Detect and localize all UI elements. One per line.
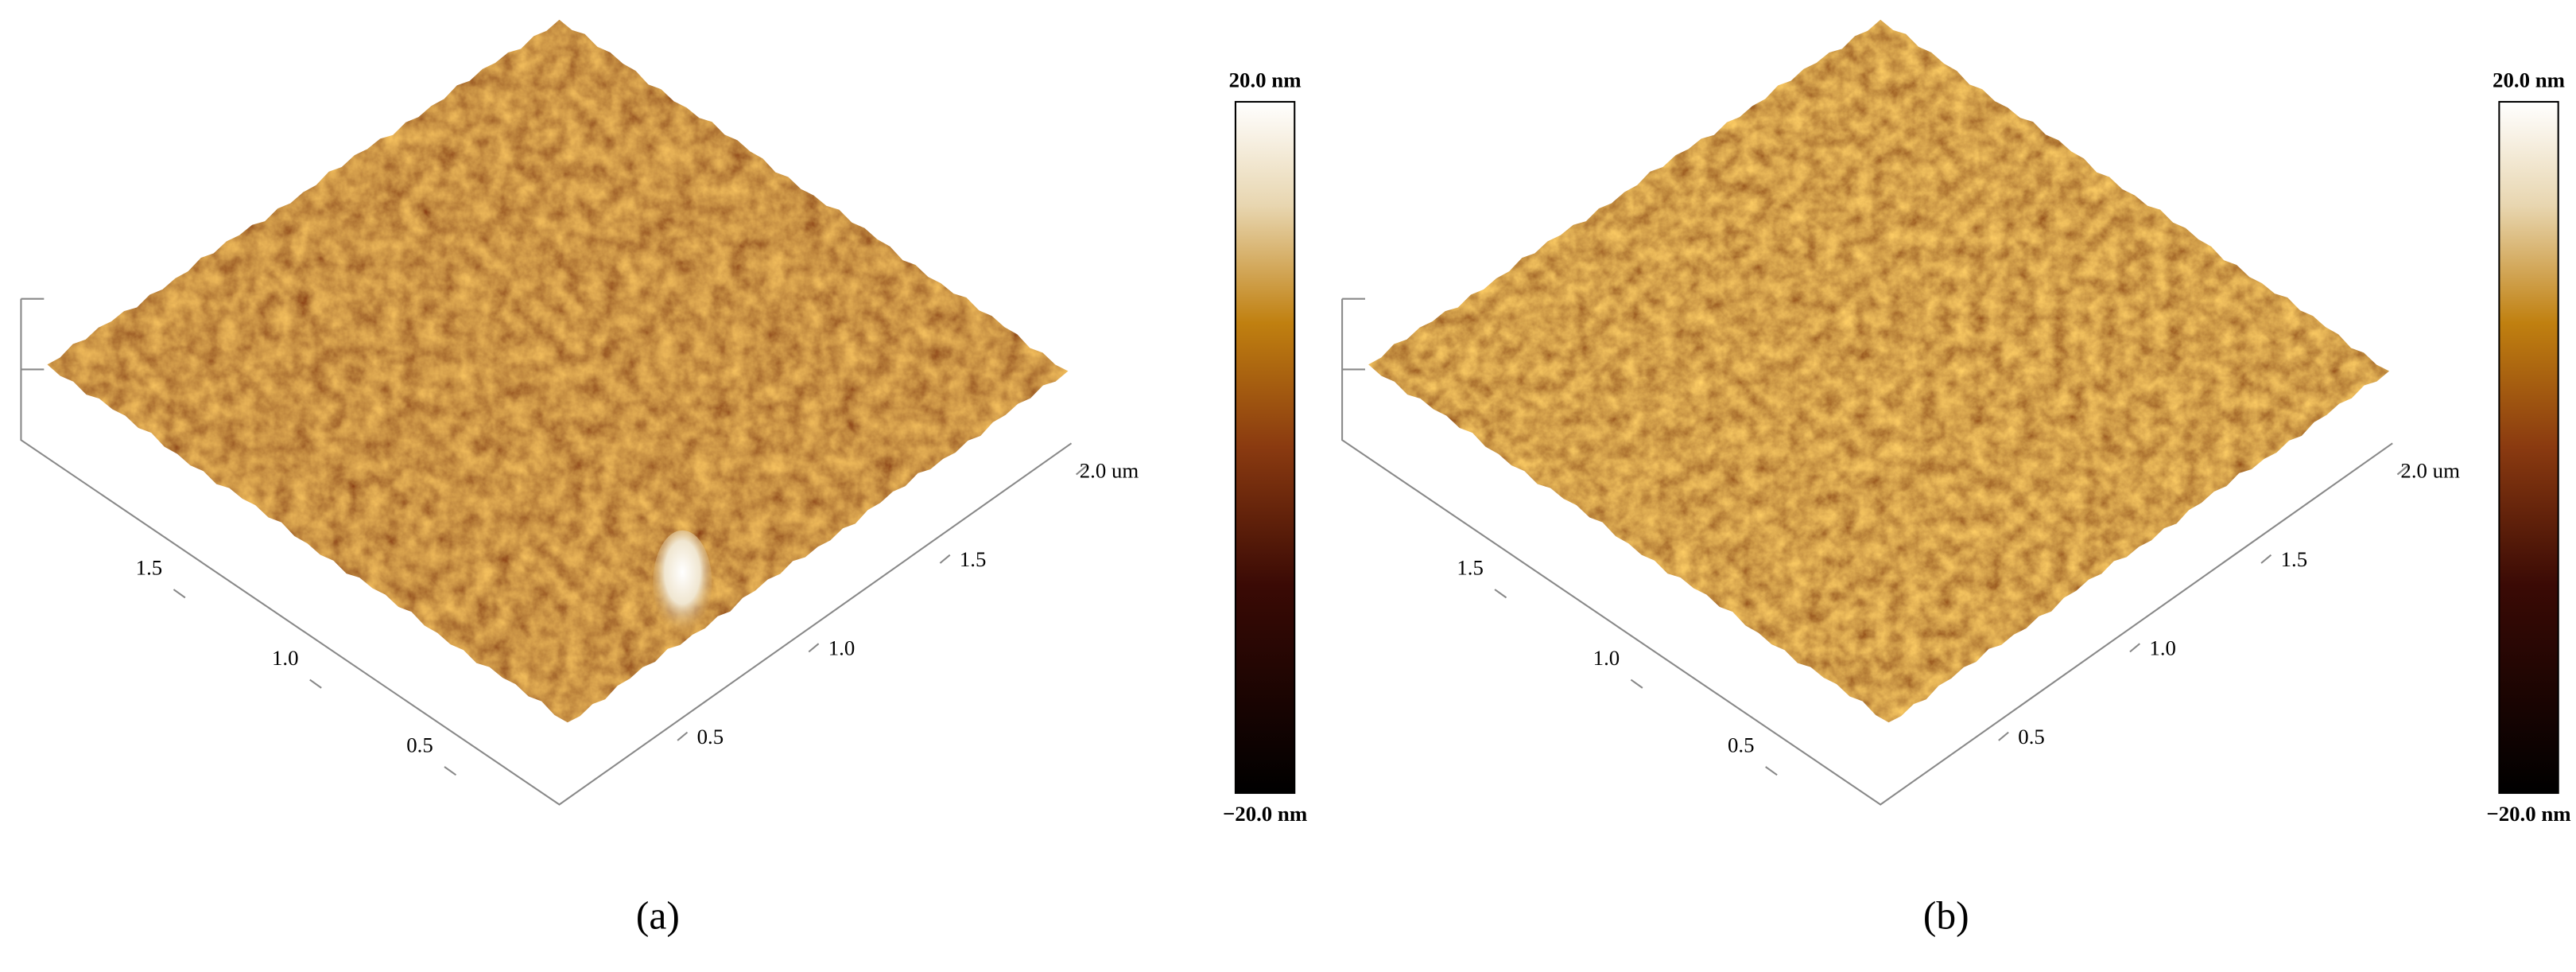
x-tick-label: 0.5 (2018, 725, 2045, 748)
x-tick-label: 1.5 (960, 547, 987, 571)
surface-peak (653, 530, 712, 636)
x-tick-label: 2.0 um (1080, 459, 1139, 483)
axis-tick (2129, 643, 2140, 653)
colorbar (1234, 100, 1296, 795)
x-tick-label: 1.0 (2149, 636, 2176, 660)
axis-tick (677, 731, 689, 741)
axis-tick (1998, 731, 2009, 741)
afm-surface (47, 19, 1069, 723)
axis-tick (173, 589, 186, 599)
x-tick-label: 0.5 (697, 725, 724, 748)
y-tick-label: 1.5 (1457, 555, 1484, 579)
x-tick-label: 1.0 (828, 636, 855, 660)
colorbar-max: 20.0 nm (1229, 68, 1302, 91)
y-tick-label: 1.0 (272, 646, 299, 670)
colorbar-max: 20.0 nm (2493, 68, 2565, 91)
y-tick-label: 1.0 (1593, 646, 1620, 670)
axis-tick (1076, 465, 1087, 476)
colorbar (2498, 100, 2559, 795)
axis-tick (1630, 678, 1643, 689)
x-tick-label: 2.0 um (2400, 459, 2460, 483)
axis-tick (1765, 766, 1778, 776)
panel-caption: (b) (1923, 893, 1969, 937)
axis-tick (444, 766, 457, 776)
panel-caption: (a) (636, 893, 680, 937)
y-tick-label: 0.5 (406, 733, 433, 756)
y-tick-label: 0.5 (1728, 733, 1755, 756)
axis-tick (309, 678, 322, 689)
colorbar-min: −20.0 nm (2486, 802, 2570, 826)
colorbar-min: −20.0 nm (1223, 802, 1307, 826)
axis-tick (808, 643, 820, 653)
axis-tick (939, 554, 951, 564)
axis-tick (1494, 589, 1507, 599)
x-tick-label: 1.5 (2281, 547, 2308, 571)
afm-surface (1368, 19, 2390, 723)
axis-tick (2396, 465, 2408, 476)
y-tick-label: 1.5 (136, 555, 163, 579)
axis-tick (2260, 554, 2272, 564)
